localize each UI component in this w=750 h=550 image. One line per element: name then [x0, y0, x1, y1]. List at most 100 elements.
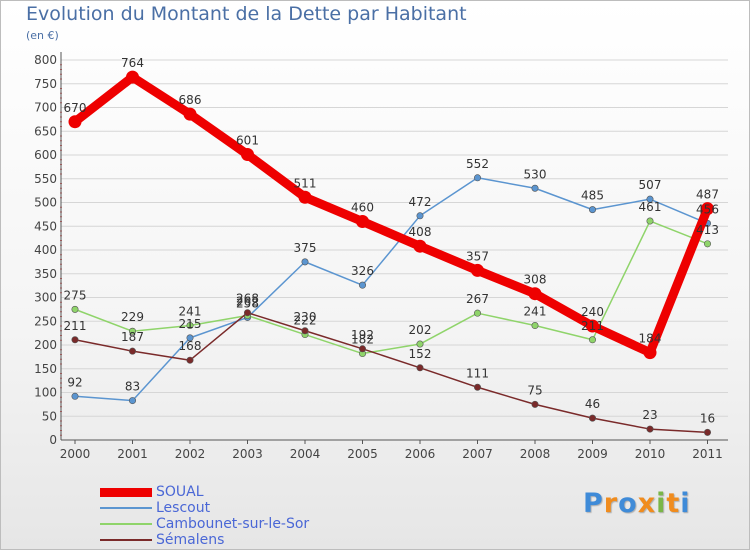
- x-tick-label: 2003: [232, 447, 263, 461]
- data-point: [298, 190, 312, 204]
- data-label: 241: [179, 305, 202, 319]
- data-label: 168: [179, 339, 202, 353]
- logo-letter: t: [666, 488, 681, 519]
- data-point: [703, 240, 711, 248]
- data-point: [646, 195, 654, 203]
- data-point: [531, 184, 539, 192]
- logo-letter: x: [637, 488, 657, 519]
- x-tick-label: 2004: [290, 447, 321, 461]
- y-tick-label: 800: [34, 53, 57, 67]
- legend-label: Lescout: [156, 500, 211, 516]
- data-point: [473, 383, 481, 391]
- data-point: [356, 215, 369, 228]
- data-point: [473, 309, 481, 317]
- data-label: 187: [121, 330, 144, 344]
- logo-letter: P: [583, 488, 604, 519]
- data-point: [186, 334, 194, 342]
- data-point: [241, 148, 254, 162]
- data-label: 192: [351, 328, 374, 342]
- data-point: [126, 70, 139, 84]
- data-point: [531, 322, 539, 330]
- x-tick-label: 2011: [692, 447, 723, 461]
- data-point: [416, 364, 424, 372]
- y-tick-label: 750: [34, 77, 57, 91]
- data-label: 83: [125, 380, 140, 394]
- data-point: [358, 345, 366, 353]
- data-point: [71, 336, 79, 344]
- data-point: [358, 281, 366, 289]
- data-point: [531, 400, 539, 408]
- data-label: 375: [294, 241, 317, 255]
- y-tick-label: 500: [34, 196, 57, 210]
- logo-letter: r: [603, 488, 619, 519]
- legend-swatch: [100, 539, 152, 541]
- y-tick-label: 0: [49, 433, 57, 447]
- data-label: 326: [351, 264, 374, 278]
- data-label: 211: [581, 319, 604, 333]
- y-tick-label: 650: [34, 124, 57, 138]
- data-point: [129, 397, 137, 405]
- data-label: 413: [696, 223, 719, 237]
- data-point: [473, 174, 481, 182]
- data-point: [588, 414, 596, 422]
- x-tick-label: 2001: [117, 447, 148, 461]
- data-point: [646, 425, 654, 433]
- data-label: 764: [121, 56, 144, 70]
- data-label: 184: [639, 332, 662, 346]
- data-label: 686: [179, 93, 202, 107]
- data-point: [129, 327, 137, 335]
- legend-label: Cambounet-sur-le-Sor: [156, 516, 310, 532]
- data-point: [186, 322, 194, 330]
- data-label: 75: [527, 383, 542, 397]
- data-point: [701, 202, 714, 216]
- data-point: [416, 340, 424, 348]
- y-tick-label: 450: [34, 219, 57, 233]
- logo-letter: i: [680, 488, 691, 519]
- legend-swatch: [100, 487, 152, 497]
- x-tick-label: 2005: [347, 447, 378, 461]
- y-tick-label: 400: [34, 243, 57, 257]
- data-point: [71, 305, 79, 313]
- data-label: 23: [642, 408, 657, 422]
- proxiti-logo: Proxiti: [583, 488, 691, 519]
- data-label: 601: [236, 134, 259, 148]
- data-label: 487: [696, 188, 719, 202]
- data-label: 111: [466, 366, 489, 380]
- data-label: 241: [524, 305, 547, 319]
- chart-title: Evolution du Montant de la Dette par Hab…: [26, 3, 467, 25]
- data-label: 267: [466, 292, 489, 306]
- x-tick-label: 2000: [60, 447, 91, 461]
- y-tick-label: 700: [34, 101, 57, 115]
- y-tick-label: 200: [34, 338, 57, 352]
- data-label: 46: [585, 397, 600, 411]
- y-tick-label: 100: [34, 386, 57, 400]
- data-point: [68, 115, 82, 129]
- series-line-soual: [70, 72, 712, 358]
- data-point: [301, 258, 309, 266]
- data-label: 182: [351, 333, 374, 347]
- data-label: 222: [294, 314, 317, 328]
- legend-label: Sémalens: [156, 532, 225, 548]
- data-point: [183, 107, 197, 121]
- data-label: 211: [64, 319, 87, 333]
- data-label: 308: [524, 273, 547, 287]
- y-tick-label: 300: [34, 291, 57, 305]
- data-point: [301, 327, 309, 335]
- data-point: [471, 263, 484, 277]
- y-tick-label: 50: [42, 409, 57, 423]
- y-tick-label: 350: [34, 267, 57, 281]
- data-label: 275: [64, 288, 87, 302]
- series-line-cambounet-sur-le-sor: [74, 220, 709, 355]
- y-tick-label: 600: [34, 148, 57, 162]
- data-label: 215: [179, 317, 202, 331]
- data-label: 507: [639, 178, 662, 192]
- chart-subtitle: (en €): [26, 29, 59, 42]
- data-label: 670: [64, 101, 87, 115]
- data-label: 152: [409, 347, 432, 361]
- data-label: 472: [409, 195, 432, 209]
- data-label: 92: [67, 375, 82, 389]
- data-label: 552: [466, 157, 489, 171]
- data-point: [528, 287, 542, 301]
- y-tick-label: 250: [34, 314, 57, 328]
